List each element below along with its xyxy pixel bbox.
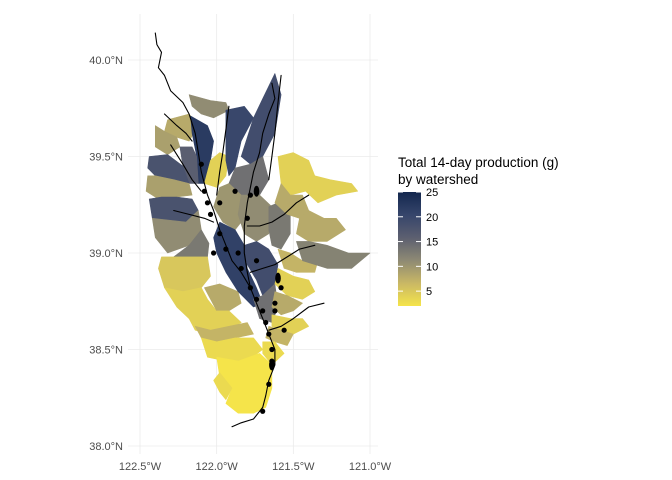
color-legend: Total 14-day production (g) by watershed… (398, 155, 559, 306)
site-point (217, 200, 223, 206)
river-yuba (246, 194, 310, 227)
site-point (238, 265, 244, 272)
watershed-e-tan-b (296, 210, 346, 242)
site-point (244, 215, 250, 221)
river-bear (249, 244, 316, 273)
legend-tick-label: 10 (426, 261, 438, 273)
watershed-e-grey-d (296, 241, 371, 269)
site-point (207, 211, 214, 217)
watershed-e-yellow-right (305, 175, 359, 204)
legend-colorbar (398, 192, 421, 306)
river-cache-creek (173, 209, 215, 223)
y-tick-label: 38.0°N (89, 441, 123, 453)
legend-tick-label: 25 (426, 187, 438, 199)
site-point (204, 200, 211, 206)
legend-tick-label: 15 (426, 237, 438, 249)
x-tick-label: 121.5°W (272, 461, 315, 473)
watershed-c-tan-top (188, 94, 230, 119)
site-point (266, 381, 272, 387)
site-point (253, 296, 260, 302)
site-point (247, 192, 253, 198)
site-point (260, 308, 266, 314)
watershed-c-olive-mid (237, 194, 273, 242)
river-feather (243, 82, 276, 289)
site-point (253, 258, 260, 264)
site-point (232, 188, 238, 194)
site-point (223, 246, 229, 252)
legend-title-line2: by watershed (398, 172, 478, 187)
y-tick-label: 39.5°N (89, 152, 123, 164)
legend-tick-label: 20 (426, 212, 438, 224)
river-butte-creek (216, 105, 230, 196)
site-point (217, 231, 223, 237)
site-point (281, 327, 287, 333)
river-west-tributary (170, 144, 202, 192)
release-sites (198, 161, 287, 414)
x-tick-label: 122.5°W (119, 461, 162, 473)
site-point (263, 319, 269, 326)
river-stony (163, 113, 193, 142)
watershed-e-yellow-e (274, 268, 316, 300)
watershed-e-yellow-i (262, 341, 285, 366)
site-point (272, 300, 278, 306)
x-tick-label: 122.0°W (196, 461, 239, 473)
legend-title-line1: Total 14-day production (g) (398, 155, 559, 170)
watershed-w-tan (145, 175, 193, 200)
site-point (260, 408, 266, 414)
site-point (211, 250, 217, 256)
site-point (266, 331, 272, 337)
watershed-e-olive-h (265, 325, 294, 346)
river-american (268, 302, 325, 331)
y-tick-label: 39.0°N (89, 248, 123, 260)
legend-ticks: 25 20 15 10 5 (398, 187, 438, 298)
watershed-e-tan-f (271, 291, 303, 316)
watershed-polygons (145, 73, 371, 414)
x-axis-ticks: 122.5°W 122.0°W 121.5°W 121.0°W (119, 461, 392, 473)
river-north-fork (268, 74, 282, 181)
site-point (201, 188, 207, 194)
site-point (269, 346, 275, 353)
site-point (278, 285, 284, 291)
reservoir-mark (269, 359, 275, 371)
site-point (247, 285, 253, 291)
reservoir-mark (275, 272, 281, 284)
x-tick-label: 121.0°W (349, 461, 392, 473)
site-point (272, 308, 278, 314)
site-point (198, 161, 204, 167)
watershed-sw-yellow-a (158, 256, 211, 292)
y-tick-label: 38.5°N (89, 345, 123, 357)
watershed-s-lower-yellow (213, 372, 233, 401)
site-point (235, 250, 241, 256)
y-tick-label: 40.0°N (89, 55, 123, 67)
reservoir-mark (253, 185, 260, 197)
legend-tick-label: 5 (426, 286, 432, 298)
y-axis-ticks: 40.0°N 39.5°N 39.0°N 38.5°N 38.0°N (89, 55, 123, 453)
